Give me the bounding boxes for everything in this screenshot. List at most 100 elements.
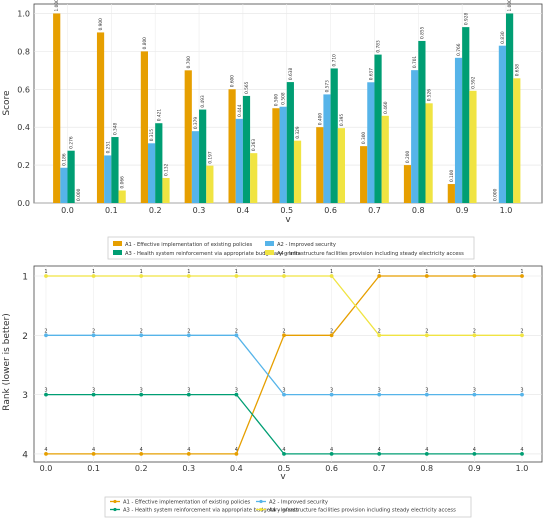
rank-point (44, 333, 48, 338)
rank-point-label: 3 (520, 388, 523, 394)
rank-point (377, 333, 382, 338)
bar-x-tick-label: 0.4 (237, 206, 250, 215)
bar-x-ticks: 0.0 0.1 0.2 0.3 0.4 0.5 0.6 0.7 0.8 0.9 1.0 (61, 206, 512, 215)
bar-value-label: 0.508 (281, 92, 287, 105)
rank-legend (104, 496, 472, 518)
rank-point-label: 1 (235, 269, 238, 275)
bar-y-tick-label: 0.4 (17, 123, 30, 132)
bar (53, 13, 61, 203)
rank-point (139, 392, 144, 397)
rank-point (186, 274, 191, 278)
bar (469, 90, 477, 203)
bar (118, 190, 126, 203)
bar-value-label: 0.276 (69, 136, 75, 149)
rank-point-label: 3 (140, 388, 143, 394)
rank-point-label: 4 (520, 447, 523, 453)
bar-value-label: 1.000 (54, 0, 60, 11)
bar (206, 165, 214, 203)
bar-value-label: 0.000 (76, 188, 82, 201)
rank-point-label: 4 (282, 447, 285, 453)
bar (418, 40, 426, 204)
bar-y-tick-label: 0.8 (17, 47, 30, 56)
bar-x-tick-label: 0.3 (193, 206, 206, 215)
bar (235, 118, 243, 203)
bar (403, 165, 412, 203)
rank-point-label: 3 (187, 388, 190, 394)
bar (374, 54, 382, 203)
legend-label: A2 - Improved security (269, 500, 328, 506)
bar (411, 70, 419, 204)
rank-x-tick-label: 0.1 (87, 464, 100, 473)
rank-point-label: 2 (330, 328, 333, 334)
rank-x-axis-label: v (280, 472, 286, 482)
rank-point-label: 2 (473, 328, 476, 334)
rank-point-label: 3 (44, 388, 47, 394)
bar-value-label: 0.379 (193, 117, 199, 130)
bar (293, 140, 302, 203)
bar (316, 127, 324, 203)
legend-label: A3 - Health system reinforcement via app… (123, 508, 299, 514)
bar-value-label: 0.658 (514, 64, 520, 77)
rank-point (139, 274, 144, 278)
rank-point-label: 3 (425, 388, 428, 394)
rank-x-tick-label: 0.7 (373, 464, 386, 473)
bar-value-label: 0.592 (470, 76, 476, 89)
bar (104, 155, 112, 203)
bar (513, 78, 521, 203)
rank-y-ticks: 1 2 3 4 (22, 273, 28, 461)
rank-point-label: 1 (473, 269, 476, 275)
rank-point-label: 3 (92, 388, 95, 394)
bar-y-ticks: 0.0 0.2 0.4 0.6 0.8 1.0 (17, 9, 30, 208)
bar (111, 137, 119, 203)
bar-y-tick-label: 0.2 (17, 161, 30, 170)
bar-series (53, 13, 521, 204)
bar-value-label: 0.526 (427, 89, 433, 102)
bar-x-tick-label: 1.0 (500, 206, 513, 215)
legend-label: A1 - Effective implementation of existin… (123, 500, 251, 506)
rank-point-label: 2 (235, 328, 238, 334)
legend-marker (259, 507, 263, 512)
bar-x-tick-label: 0.6 (324, 206, 337, 215)
legend-label: A4 - Infrastructure facilities provision… (277, 251, 464, 257)
bar-value-label: 0.830 (500, 31, 506, 44)
bar (498, 45, 506, 203)
legend-swatch (265, 250, 274, 255)
bar-value-label: 0.000 (493, 188, 499, 201)
legend-marker (259, 499, 263, 504)
rank-point-label: 4 (44, 447, 47, 453)
rank-x-tick-label: 0.9 (468, 464, 481, 473)
rank-point-label: 2 (520, 328, 523, 334)
rank-x-tick-label: 0.0 (40, 464, 53, 473)
rank-x-tick-label: 0.4 (230, 464, 243, 473)
bar-value-label: 0.800 (142, 37, 148, 50)
bar (67, 150, 75, 203)
bar-value-label: 0.300 (361, 132, 367, 145)
rank-point-label: 1 (330, 269, 333, 275)
rank-point (424, 392, 429, 397)
bar-value-label: 0.444 (237, 104, 243, 117)
bar-x-tick-label: 0.9 (456, 206, 469, 215)
bar (425, 103, 433, 203)
bar (191, 131, 200, 203)
rank-y-tick-label: 1 (22, 273, 28, 283)
bar-value-label: 0.329 (295, 126, 301, 139)
legend-label: A2 - Improved security (277, 242, 336, 248)
rank-point-label: 3 (282, 388, 285, 394)
rank-point (520, 392, 524, 397)
bar (454, 57, 463, 203)
rank-point (234, 452, 239, 456)
bar-value-label: 0.348 (112, 122, 118, 135)
rank-y-tick-label: 3 (22, 391, 28, 401)
rank-point-label: 3 (473, 388, 476, 394)
bar-y-tick-label: 0.6 (17, 85, 30, 94)
bar (155, 123, 163, 203)
rank-x-ticks: 0.0 0.1 0.2 0.3 0.4 0.5 0.6 0.7 0.8 0.9 1.0 (40, 464, 529, 473)
bar-value-label: 0.565 (244, 81, 250, 94)
legend-swatch (113, 250, 122, 255)
rank-point-label: 4 (140, 447, 143, 453)
rank-point (377, 452, 382, 456)
bar-value-label: 0.421 (156, 109, 162, 122)
bar-value-label: 0.600 (230, 75, 236, 88)
bar-value-label: 0.855 (419, 26, 425, 39)
